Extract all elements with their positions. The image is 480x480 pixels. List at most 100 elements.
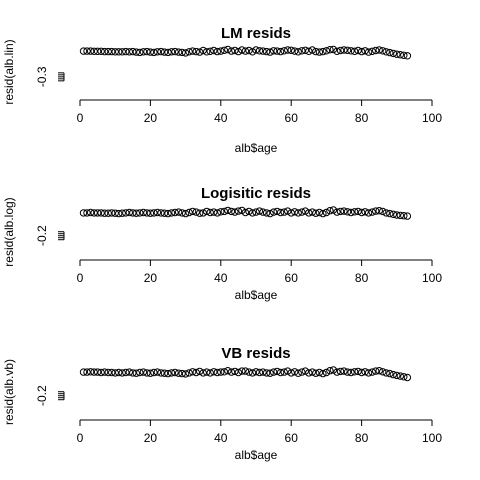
data-point [350,47,359,55]
data-point [118,48,126,56]
x-tick-label: 100 [422,271,442,285]
data-point [199,209,207,217]
y-axis-label: resid(alb.lin) [2,39,16,104]
data-point [393,50,401,58]
data-point [343,208,352,216]
data-point [336,367,345,376]
data-point [196,209,204,217]
data-point [276,208,285,217]
axes: 0 20 40 60 80 100 -0.3 [35,66,442,125]
data-point [90,209,98,217]
data-point [224,206,232,215]
data-point [291,208,299,216]
data-point [157,209,165,217]
data-point [333,208,341,216]
data-point [382,369,390,377]
data-point [298,208,306,216]
data-point [115,48,123,56]
data-point [217,47,225,55]
data-point [262,209,271,217]
data-point [315,368,324,377]
data-point [284,46,292,54]
data-point [308,46,316,54]
data-point [403,373,412,382]
x-tick-label: 80 [355,271,369,285]
data-point [178,48,186,57]
data-point [287,46,295,54]
data-point [382,48,390,56]
data-point [245,46,253,55]
data-point [389,49,397,58]
data-point [255,368,264,377]
data-point [280,47,288,55]
data-point [79,47,88,55]
data-point [329,206,338,214]
data-point [269,368,278,376]
x-tick-label: 20 [144,271,158,285]
data-point [220,368,229,376]
x-tick-label: 100 [422,431,442,445]
data-point [238,367,246,375]
data-point [227,47,236,55]
data-point [104,47,112,56]
data-point [79,209,88,217]
data-point [111,369,119,377]
data-point [372,46,380,55]
data-point [396,211,404,220]
data-point [280,368,288,376]
data-point [280,208,288,216]
data-point [129,369,137,377]
data-point [340,46,348,54]
data-point [357,208,366,217]
data-point [372,367,380,375]
data-point [269,47,278,55]
data-point [252,368,260,376]
data-point [382,209,390,217]
data-point [305,47,313,55]
x-tick-label: 40 [214,111,228,125]
data-point [291,47,299,55]
data-point [301,46,309,54]
data-point [167,209,176,217]
data-point [227,368,236,376]
data-point [79,368,88,376]
data-point [238,46,246,54]
data-point [234,368,243,377]
data-point [248,48,257,56]
data-point [93,47,102,55]
data-point [108,368,116,377]
data-point [118,369,126,377]
y-axis-label: resid(alb.log) [2,197,16,266]
data-point [361,47,369,55]
data-point [181,209,190,218]
data-point [340,367,348,375]
data-point [86,47,95,55]
data-point [248,209,257,217]
data-point [234,47,243,56]
x-axis-label: alb$age [235,448,278,462]
data-point [93,209,102,217]
data-point [361,368,369,376]
x-tick-label: 0 [77,111,84,125]
data-point [319,209,327,218]
x-tick-label: 20 [144,111,158,125]
data-point [139,208,148,217]
data-point [210,46,218,55]
data-point [160,369,169,377]
data-point [259,368,267,376]
data-point [108,47,116,56]
data-point [203,368,211,376]
data-point [259,208,267,216]
data-point [129,209,137,217]
data-point [111,48,119,56]
data-point [294,209,302,217]
data-point [294,48,302,56]
data-point [143,47,151,56]
data-point [132,48,141,56]
data-points [79,206,412,220]
data-point [361,208,369,216]
data-point [122,209,130,217]
data-point [315,48,324,56]
data-point [255,207,264,215]
